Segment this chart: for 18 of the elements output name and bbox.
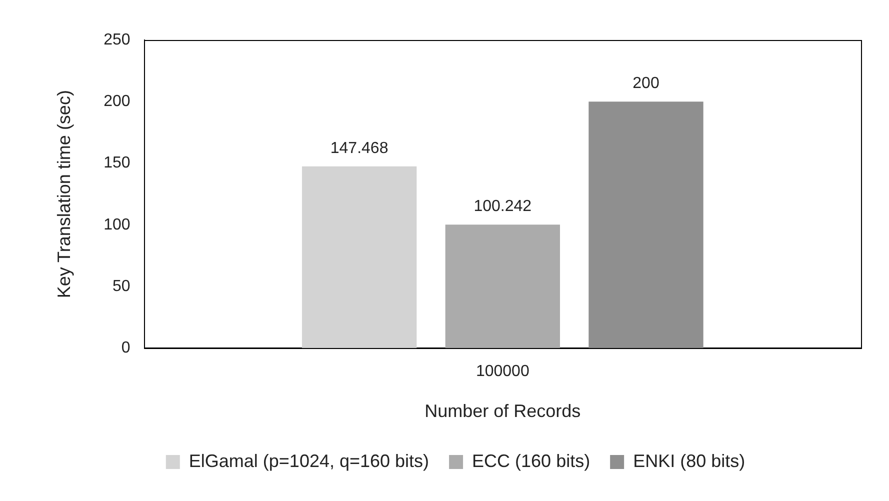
bar <box>302 166 417 348</box>
x-axis-title: Number of Records <box>424 401 581 422</box>
y-tick-label: 100 <box>104 216 130 234</box>
y-tick-label: 0 <box>121 340 130 357</box>
bar <box>445 224 560 348</box>
y-axis-title: Key Translation time (sec) <box>54 90 74 298</box>
data-label: 147.468 <box>330 140 388 157</box>
legend-label: ECC (160 bits) <box>472 450 590 471</box>
y-tick-label: 200 <box>104 93 130 110</box>
y-tick-label: 250 <box>104 31 130 48</box>
data-label: 200 <box>632 75 660 92</box>
y-tick-label: 150 <box>104 154 130 172</box>
legend-label: ElGamal (p=1024, q=160 bits) <box>188 450 430 471</box>
bar <box>588 102 704 348</box>
x-tick-label: 100000 <box>476 363 530 380</box>
legend-label: ENKI (80 bits) <box>633 450 746 471</box>
data-label: 100.242 <box>474 198 532 216</box>
y-tick-label: 50 <box>112 278 130 295</box>
